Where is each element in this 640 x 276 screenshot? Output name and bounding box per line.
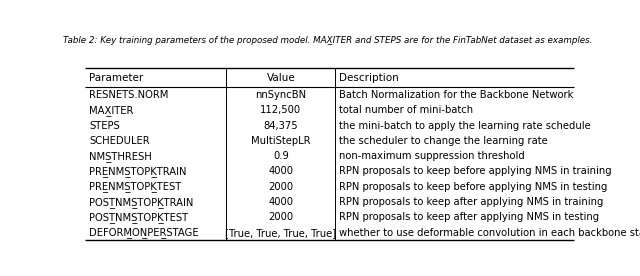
- Text: Value: Value: [266, 73, 295, 83]
- Text: the scheduler to change the learning rate: the scheduler to change the learning rat…: [339, 136, 548, 146]
- Text: STEPS: STEPS: [89, 121, 120, 131]
- Text: 2000: 2000: [268, 212, 294, 222]
- Text: Batch Normalization for the Backbone Network: Batch Normalization for the Backbone Net…: [339, 90, 574, 100]
- Text: [True, True, True, True]: [True, True, True, True]: [225, 228, 337, 238]
- Text: non-maximum suppression threshold: non-maximum suppression threshold: [339, 151, 525, 161]
- Text: 4000: 4000: [268, 197, 293, 207]
- Text: nnSyncBN: nnSyncBN: [255, 90, 307, 100]
- Text: SCHEDULER: SCHEDULER: [89, 136, 150, 146]
- Text: RPN proposals to keep before applying NMS in testing: RPN proposals to keep before applying NM…: [339, 182, 608, 192]
- Text: RPN proposals to keep before applying NMS in training: RPN proposals to keep before applying NM…: [339, 166, 612, 176]
- Text: 4000: 4000: [268, 166, 293, 176]
- Text: the mini-batch to apply the learning rate schedule: the mini-batch to apply the learning rat…: [339, 121, 591, 131]
- Text: 84,375: 84,375: [264, 121, 298, 131]
- Text: PRE̲NMS̲TOPK̲TRAIN: PRE̲NMS̲TOPK̲TRAIN: [89, 166, 186, 177]
- Text: RPN proposals to keep after applying NMS in testing: RPN proposals to keep after applying NMS…: [339, 212, 600, 222]
- Text: NMS̲THRESH: NMS̲THRESH: [89, 151, 152, 162]
- Text: 0.9: 0.9: [273, 151, 289, 161]
- Text: POST̲NMS̲TOPK̲TEST: POST̲NMS̲TOPK̲TEST: [89, 212, 188, 223]
- Text: MultiStepLR: MultiStepLR: [251, 136, 310, 146]
- Text: Table 2: Key training parameters of the proposed model. MAX̲ITER and STEPS are f: Table 2: Key training parameters of the …: [63, 36, 593, 45]
- Text: whether to use deformable convolution in each backbone stage: whether to use deformable convolution in…: [339, 228, 640, 238]
- Text: DEFORM̲ON̲PER̲STAGE: DEFORM̲ON̲PER̲STAGE: [89, 227, 198, 238]
- Text: Parameter: Parameter: [89, 73, 143, 83]
- Text: RPN proposals to keep after applying NMS in training: RPN proposals to keep after applying NMS…: [339, 197, 604, 207]
- Text: RESNETS.NORM: RESNETS.NORM: [89, 90, 168, 100]
- Text: MAX̲ITER: MAX̲ITER: [89, 105, 133, 116]
- Text: PRE̲NMS̲TOPK̲TEST: PRE̲NMS̲TOPK̲TEST: [89, 181, 181, 192]
- Text: 2000: 2000: [268, 182, 294, 192]
- Text: Description: Description: [339, 73, 399, 83]
- Text: POST̲NMS̲TOPK̲TRAIN: POST̲NMS̲TOPK̲TRAIN: [89, 197, 193, 208]
- Text: 112,500: 112,500: [260, 105, 301, 115]
- Text: total number of mini-batch: total number of mini-batch: [339, 105, 474, 115]
